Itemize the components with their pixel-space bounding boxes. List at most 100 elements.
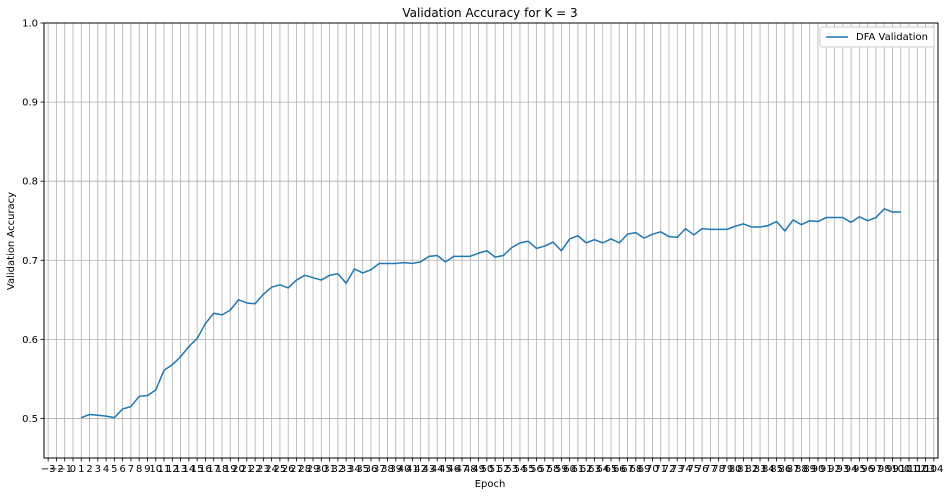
x-tick-label: 92 bbox=[828, 464, 841, 475]
x-tick-label: 22 bbox=[249, 464, 262, 475]
x-tick-label: 80 bbox=[729, 464, 742, 475]
x-tick-label: 72 bbox=[663, 464, 676, 475]
x-tick-label: −1 bbox=[57, 464, 72, 475]
grid-layer bbox=[44, 22, 938, 458]
x-tick-label: 45 bbox=[439, 464, 452, 475]
x-tick-label: 5 bbox=[111, 464, 117, 475]
x-tick-label: 66 bbox=[613, 464, 626, 475]
x-tick-label: 87 bbox=[787, 464, 800, 475]
x-tick-label: 26 bbox=[282, 464, 295, 475]
x-tick-label: 53 bbox=[505, 464, 518, 475]
x-tick-label: 103 bbox=[916, 464, 935, 475]
x-tick-label: 13 bbox=[174, 464, 187, 475]
x-tick-label: 49 bbox=[472, 464, 485, 475]
x-tick-label: 6 bbox=[119, 464, 125, 475]
x-tick-label: 29 bbox=[307, 464, 320, 475]
x-tick-label: 20 bbox=[232, 464, 245, 475]
x-tick-label: 40 bbox=[398, 464, 411, 475]
x-tick-label: 30 bbox=[315, 464, 328, 475]
series-line-dfa-validation bbox=[80, 208, 901, 419]
x-tick-label: 25 bbox=[274, 464, 287, 475]
x-tick-label: 3 bbox=[95, 464, 101, 475]
x-tick-label: 9 bbox=[144, 464, 150, 475]
x-tick-label: 77 bbox=[704, 464, 717, 475]
x-tick-label: 81 bbox=[737, 464, 750, 475]
x-tick-label: 12 bbox=[166, 464, 179, 475]
x-tick-label: 52 bbox=[497, 464, 510, 475]
x-tick-label: 97 bbox=[870, 464, 883, 475]
x-tick-label: 39 bbox=[389, 464, 402, 475]
x-tick-label: 16 bbox=[199, 464, 212, 475]
x-tick-label: 68 bbox=[629, 464, 642, 475]
series-layer bbox=[80, 208, 901, 419]
x-axis: −3−2−10 1 2 3 4 5 6 7 8 9101112131415161718192021… bbox=[41, 458, 943, 475]
x-tick-label: 96 bbox=[861, 464, 874, 475]
x-tick-label: 82 bbox=[745, 464, 758, 475]
x-tick-label: 58 bbox=[547, 464, 560, 475]
x-tick-label: 64 bbox=[596, 464, 609, 475]
x-tick-label: 91 bbox=[820, 464, 833, 475]
x-tick-label: 15 bbox=[191, 464, 204, 475]
x-tick-label: 19 bbox=[224, 464, 237, 475]
x-tick-label: 10 bbox=[149, 464, 162, 475]
x-tick-label: 11 bbox=[158, 464, 171, 475]
x-tick-label: 98 bbox=[878, 464, 891, 475]
x-tick-label: 75 bbox=[687, 464, 700, 475]
x-tick-label: 21 bbox=[240, 464, 253, 475]
x-tick-label: 100 bbox=[891, 464, 910, 475]
x-tick-label: 101 bbox=[899, 464, 918, 475]
x-tick-label: 36 bbox=[365, 464, 378, 475]
x-tick-label: 70 bbox=[646, 464, 659, 475]
x-tick-label: 38 bbox=[381, 464, 394, 475]
x-tick-label: 32 bbox=[331, 464, 344, 475]
x-tick-label: 71 bbox=[654, 464, 667, 475]
x-tick-label: 17 bbox=[207, 464, 220, 475]
y-axis: 0.5 0.6 0.7 0.8 0.9 1.0 bbox=[22, 19, 44, 425]
x-tick-label: 18 bbox=[216, 464, 229, 475]
y-tick-label: 0.5 bbox=[22, 414, 38, 425]
legend-box bbox=[819, 26, 935, 48]
x-tick-label: 51 bbox=[489, 464, 502, 475]
x-tick-label: 46 bbox=[447, 464, 460, 475]
y-tick-label: 0.6 bbox=[22, 335, 38, 346]
x-tick-label: 28 bbox=[298, 464, 311, 475]
y-axis-title: Validation Accuracy bbox=[6, 192, 17, 290]
legend: DFA Validation bbox=[819, 26, 935, 48]
x-tick-label: 35 bbox=[356, 464, 369, 475]
x-tick-label: 27 bbox=[290, 464, 303, 475]
x-tick-label: 102 bbox=[908, 464, 927, 475]
x-tick-label: 4 bbox=[103, 464, 109, 475]
x-tick-label: 48 bbox=[464, 464, 477, 475]
x-tick-label: 7 bbox=[128, 464, 134, 475]
x-tick-label: 37 bbox=[373, 464, 386, 475]
x-tick-label: 8 bbox=[136, 464, 142, 475]
x-tick-label: 86 bbox=[778, 464, 791, 475]
x-tick-label: 56 bbox=[530, 464, 543, 475]
x-tick-label: 104 bbox=[924, 464, 943, 475]
x-tick-label: 94 bbox=[845, 464, 858, 475]
x-tick-label: 55 bbox=[522, 464, 535, 475]
x-tick-label: 79 bbox=[721, 464, 734, 475]
x-tick-label: 90 bbox=[812, 464, 825, 475]
x-tick-label: 42 bbox=[414, 464, 427, 475]
plot-frame bbox=[43, 22, 939, 459]
x-tick-label: 89 bbox=[803, 464, 816, 475]
y-tick-label: 1.0 bbox=[22, 19, 38, 30]
y-tick-label: 0.9 bbox=[22, 98, 38, 109]
x-tick-label: 95 bbox=[853, 464, 866, 475]
x-tick-label: 31 bbox=[323, 464, 336, 475]
x-tick-label: 50 bbox=[480, 464, 493, 475]
x-tick-label: 93 bbox=[836, 464, 849, 475]
x-tick-label: 23 bbox=[257, 464, 270, 475]
x-tick-label: 78 bbox=[712, 464, 725, 475]
x-tick-label: 61 bbox=[572, 464, 585, 475]
x-tick-label: 76 bbox=[696, 464, 709, 475]
x-tick-label: 24 bbox=[265, 464, 278, 475]
x-tick-label: 60 bbox=[563, 464, 576, 475]
x-tick-label: 65 bbox=[605, 464, 618, 475]
x-tick-label: 63 bbox=[588, 464, 601, 475]
x-tick-label: 88 bbox=[795, 464, 808, 475]
x-tick-label: −2 bbox=[49, 464, 64, 475]
